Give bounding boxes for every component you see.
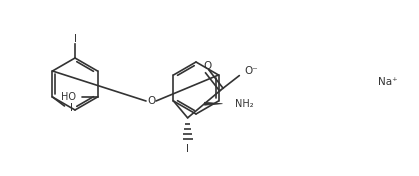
- Text: O: O: [147, 96, 155, 106]
- Text: NH₂: NH₂: [235, 99, 254, 109]
- Text: I: I: [73, 34, 77, 44]
- Text: HO: HO: [60, 92, 75, 102]
- Text: O⁻: O⁻: [244, 66, 258, 76]
- Text: I: I: [70, 103, 73, 113]
- Text: Na⁺: Na⁺: [378, 77, 398, 87]
- Text: I: I: [186, 144, 189, 154]
- Polygon shape: [204, 102, 222, 105]
- Text: O: O: [203, 61, 212, 71]
